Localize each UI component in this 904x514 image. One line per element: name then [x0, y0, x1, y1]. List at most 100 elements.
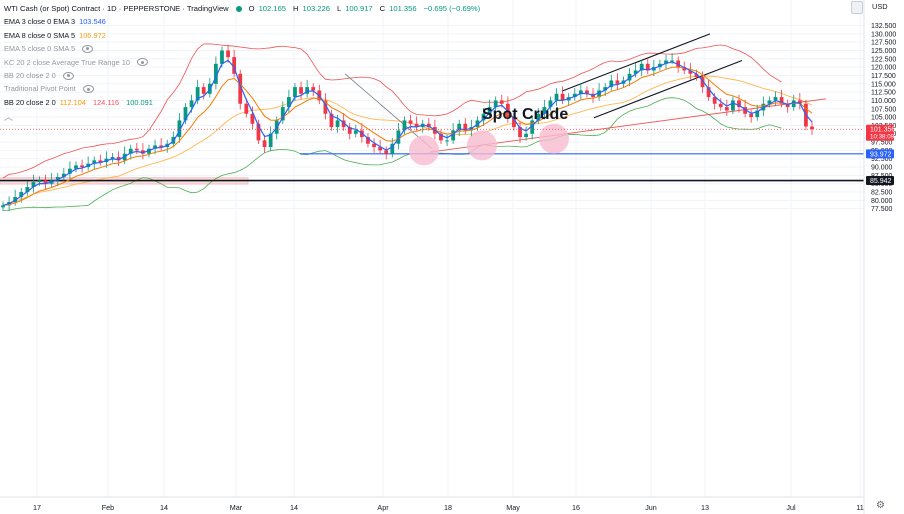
candle[interactable] — [481, 108, 486, 127]
legend-indicator-row[interactable]: BB 20 close 2 0 — [4, 69, 480, 82]
eye-hidden-icon[interactable] — [82, 85, 94, 94]
candle[interactable] — [31, 174, 36, 193]
candle[interactable] — [25, 181, 30, 196]
legend-indicator-row[interactable]: EMA 3 close 0 EMA 3 103.546 — [4, 15, 480, 28]
candle[interactable] — [773, 91, 778, 107]
candle[interactable] — [554, 88, 559, 107]
candle[interactable] — [402, 116, 407, 135]
candle[interactable] — [1, 201, 5, 212]
candle[interactable] — [493, 96, 498, 113]
candle[interactable] — [311, 83, 316, 97]
candle[interactable] — [767, 96, 772, 108]
candle[interactable] — [98, 154, 103, 166]
candle[interactable] — [694, 69, 699, 81]
candle[interactable] — [80, 159, 84, 173]
candle[interactable] — [141, 143, 145, 160]
candle[interactable] — [718, 98, 723, 111]
candle[interactable] — [116, 151, 121, 167]
legend-indicator-row[interactable]: BB 20 close 2 0 112.104 124.116 100.091 — [4, 96, 480, 109]
candle[interactable] — [268, 126, 273, 151]
candle[interactable] — [414, 116, 419, 131]
candle[interactable] — [256, 119, 261, 145]
candle[interactable] — [366, 133, 370, 148]
candle[interactable] — [323, 93, 328, 120]
candle[interactable] — [287, 89, 291, 113]
legend-indicator-row[interactable]: KC 20 2 close Average True Range 10 — [4, 56, 480, 69]
candle[interactable] — [572, 88, 577, 101]
channel-upper-line[interactable] — [561, 33, 711, 92]
candle[interactable] — [664, 54, 668, 70]
candle[interactable] — [755, 104, 760, 121]
candle[interactable] — [560, 86, 565, 105]
gear-icon[interactable]: ⚙ — [876, 500, 885, 511]
candle[interactable] — [578, 83, 583, 100]
candle[interactable] — [530, 116, 535, 140]
candle[interactable] — [810, 120, 814, 135]
candle[interactable] — [785, 99, 790, 113]
candle[interactable] — [110, 153, 115, 163]
candle[interactable] — [457, 119, 462, 137]
candle[interactable] — [329, 109, 334, 131]
legend-indicator-row[interactable]: EMA 5 close 0 SMA 5 — [4, 42, 480, 55]
candle[interactable] — [128, 144, 133, 160]
candle[interactable] — [372, 138, 376, 153]
candle[interactable] — [74, 161, 78, 173]
candle[interactable] — [548, 96, 553, 111]
candle[interactable] — [61, 168, 66, 181]
eye-hidden-icon[interactable] — [137, 58, 148, 67]
candle[interactable] — [639, 59, 644, 77]
candle[interactable] — [645, 58, 650, 75]
legend-symbol-row[interactable]: WTI Cash (or Spot) Contract · 1D · PEPPE… — [4, 2, 480, 15]
support-1-tag: 93.972 — [870, 151, 892, 158]
candle[interactable] — [597, 83, 601, 101]
candle[interactable] — [232, 49, 237, 78]
candle[interactable] — [262, 134, 267, 153]
candle[interactable] — [134, 143, 139, 155]
candle[interactable] — [238, 69, 243, 110]
candle[interactable] — [159, 138, 164, 151]
candle[interactable] — [250, 106, 255, 130]
candle[interactable] — [542, 99, 547, 120]
candle[interactable] — [43, 174, 48, 190]
candle[interactable] — [347, 123, 352, 140]
candle[interactable] — [585, 86, 589, 98]
candle[interactable] — [244, 98, 249, 118]
candle[interactable] — [743, 99, 747, 118]
candle[interactable] — [779, 89, 784, 108]
legend-indicator-row[interactable]: EMA 8 close 0 SMA 5 106.972 — [4, 29, 480, 42]
candle[interactable] — [518, 121, 522, 143]
candle[interactable] — [195, 79, 200, 105]
candle[interactable] — [299, 81, 303, 100]
channel-lower-line[interactable] — [593, 59, 743, 119]
eye-hidden-icon[interactable] — [62, 71, 74, 80]
chart-settings-icon[interactable] — [851, 1, 863, 14]
candle[interactable] — [749, 109, 754, 123]
candle[interactable] — [627, 68, 632, 87]
candle[interactable] — [305, 79, 310, 98]
candle[interactable] — [280, 101, 285, 125]
candle[interactable] — [609, 74, 614, 91]
currency-label[interactable]: USD — [872, 2, 888, 11]
candle[interactable] — [396, 123, 401, 150]
candle[interactable] — [731, 96, 735, 115]
candle[interactable] — [487, 99, 492, 118]
candle[interactable] — [724, 99, 729, 117]
candle[interactable] — [615, 73, 620, 90]
candle[interactable] — [353, 124, 358, 138]
candle[interactable] — [512, 113, 516, 131]
chevron-up-icon[interactable]: ︿ — [4, 112, 14, 123]
candle[interactable] — [524, 126, 528, 141]
descending-trendline[interactable] — [344, 73, 433, 150]
candle[interactable] — [797, 93, 802, 110]
candle[interactable] — [445, 134, 449, 147]
candle[interactable] — [706, 79, 711, 101]
candle[interactable] — [177, 113, 182, 143]
candle[interactable] — [68, 161, 72, 180]
candle[interactable] — [384, 146, 389, 160]
eye-hidden-icon[interactable] — [82, 44, 94, 53]
candle[interactable] — [183, 103, 188, 125]
candle[interactable] — [214, 56, 218, 90]
legend-indicator-row[interactable]: Traditional Pivot Point — [4, 82, 480, 95]
candle[interactable] — [633, 63, 638, 78]
